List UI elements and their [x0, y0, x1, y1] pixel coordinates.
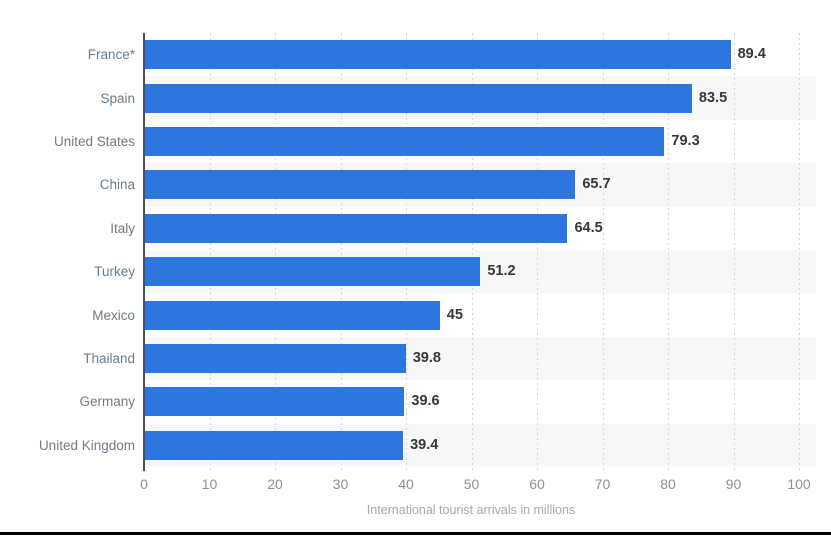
- gridline-20: [275, 33, 276, 471]
- gridline-90: [733, 33, 735, 471]
- value-label-france: 89.4: [737, 46, 766, 63]
- bar-united-states[interactable]: [145, 127, 665, 156]
- gridline-100: [799, 33, 800, 471]
- gridline-10: [209, 33, 211, 471]
- bar-united-kingdom[interactable]: [145, 430, 404, 460]
- bar-mexico[interactable]: [145, 300, 440, 330]
- bar-china[interactable]: [145, 170, 576, 200]
- bar-italy[interactable]: [145, 213, 568, 243]
- tick-label-40: 40: [398, 476, 414, 492]
- tick-label-10: 10: [201, 476, 218, 492]
- category-label-germany: Germany: [79, 394, 135, 410]
- value-label-china: 65.7: [582, 176, 611, 193]
- category-label-spain: Spain: [100, 90, 135, 106]
- value-label-thailand: 39.8: [412, 350, 441, 366]
- value-label-united-kingdom: 39.4: [410, 436, 439, 453]
- tick-label-60: 60: [529, 476, 545, 492]
- category-label-france: France*: [87, 47, 135, 63]
- gridline-80: [668, 33, 669, 471]
- category-label-china: China: [99, 177, 135, 193]
- x-axis-title: International tourist arrivals in millio…: [366, 503, 576, 517]
- bar-france[interactable]: [145, 40, 731, 70]
- tick-label-100: 100: [787, 476, 811, 492]
- tick-label-50: 50: [463, 476, 480, 492]
- value-label-germany: 39.6: [411, 393, 440, 410]
- value-label-turkey: 51.2: [487, 263, 516, 280]
- bar-thailand[interactable]: [145, 344, 406, 373]
- tick-label-70: 70: [594, 476, 611, 492]
- gridline-70: [602, 33, 604, 471]
- bar-spain[interactable]: [145, 83, 692, 113]
- tick-label-80: 80: [660, 476, 676, 492]
- value-label-united-states: 79.3: [671, 133, 700, 149]
- value-label-spain: 83.5: [698, 89, 728, 106]
- gridline-40: [406, 33, 407, 471]
- category-label-thailand: Thailand: [83, 351, 135, 366]
- gridline-60: [537, 33, 538, 471]
- category-label-united-kingdom: United Kingdom: [38, 437, 135, 453]
- bottom-rule: [0, 532, 831, 535]
- bar-germany[interactable]: [145, 387, 405, 417]
- value-label-italy: 64.5: [574, 219, 603, 236]
- tick-label-0: 0: [140, 476, 148, 492]
- category-label-mexico: Mexico: [92, 307, 135, 323]
- tick-label-30: 30: [332, 476, 349, 492]
- y-axis-line: [143, 33, 145, 471]
- bar-turkey[interactable]: [145, 257, 481, 287]
- tick-label-90: 90: [725, 476, 742, 492]
- value-label-mexico: 45: [446, 306, 463, 323]
- gridline-30: [340, 33, 342, 471]
- category-label-turkey: Turkey: [94, 264, 135, 280]
- gridline-50: [471, 33, 473, 471]
- category-label-united-states: United States: [53, 134, 135, 149]
- category-label-italy: Italy: [110, 220, 135, 236]
- tick-label-20: 20: [267, 476, 283, 492]
